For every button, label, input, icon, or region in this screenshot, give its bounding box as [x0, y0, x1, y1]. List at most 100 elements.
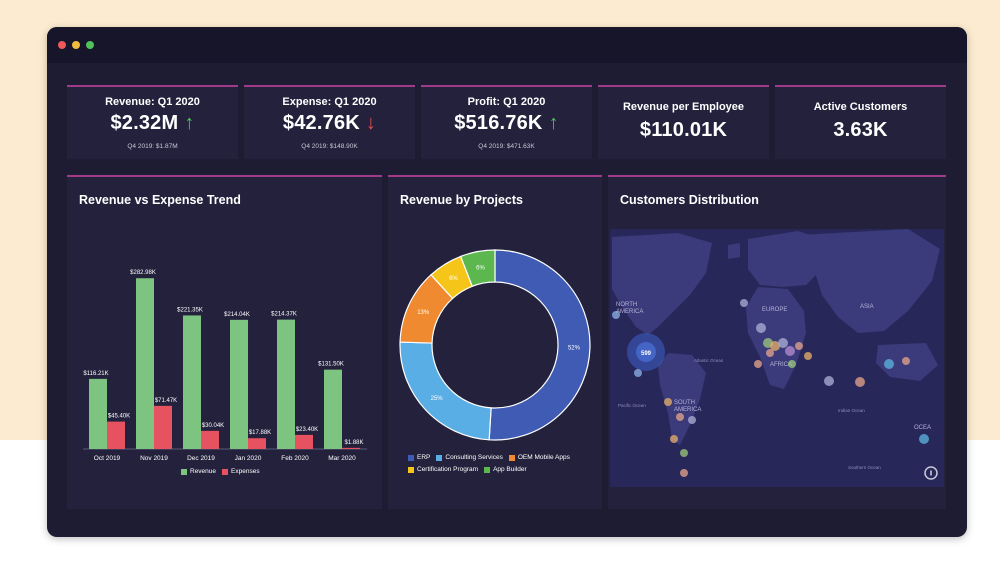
bar-value-label: $131.50K [318, 362, 344, 368]
label-southern-ocean: Southern Ocean [848, 465, 881, 470]
kpi-previous: Q4 2019: $148.90K [301, 143, 358, 150]
donut-legend: ERP Consulting Services OEM Mobile Apps Cer… [408, 454, 588, 473]
bar-expenses[interactable] [295, 434, 313, 449]
x-tick-label: Mar 2020 [328, 455, 356, 462]
bar-value-label: $71.47K [155, 398, 177, 404]
info-icon[interactable] [924, 466, 938, 480]
cluster-count: 599 [641, 351, 652, 357]
bar-value-label: $221.35K [177, 307, 203, 313]
kpi-value: $2.32M ↑ [110, 112, 195, 134]
label-pacific-ocean: Pacific Ocean [618, 403, 646, 408]
bar-revenue[interactable] [324, 369, 342, 449]
bar-value-label: $116.21K [83, 371, 108, 377]
panel-title: Customers Distribution [620, 193, 759, 207]
donut-slice-erp[interactable] [488, 249, 591, 441]
dashboard-window: Revenue: Q1 2020 $2.32M ↑ Q4 2019: $1.87M… [47, 27, 967, 537]
bar-expenses[interactable] [154, 405, 172, 449]
legend-swatch [508, 454, 515, 461]
bar-revenue[interactable] [277, 319, 295, 449]
label-africa: AFRICA [770, 362, 792, 368]
kpi-value: $42.76K ↓ [282, 112, 377, 134]
bar-revenue[interactable] [183, 315, 201, 449]
slice-label: 13% [417, 310, 430, 316]
label-indian-ocean: Indian Ocean [838, 408, 865, 413]
kpi-label: Profit: Q1 2020 [467, 96, 546, 108]
kpi-value: 3.63K [833, 119, 888, 141]
slice-label: 6% [476, 265, 485, 271]
title-bar [47, 27, 967, 63]
kpi-label: Active Customers [813, 101, 908, 113]
close-window-button[interactable] [58, 41, 66, 49]
label-atlantic-ocean: Atlantic Ocean [694, 358, 724, 363]
bar-expenses[interactable] [107, 421, 125, 449]
kpi-card-revenue-per-employee[interactable]: Revenue per Employee $110.01K [598, 85, 769, 159]
revenue-expense-panel[interactable]: Revenue vs Expense Trend $116.21K $45.40K… [67, 175, 382, 509]
x-tick-label: Dec 2019 [187, 455, 215, 462]
bar-value-label: $23.40K [296, 427, 318, 433]
minimize-window-button[interactable] [72, 41, 80, 49]
legend-swatch [408, 454, 414, 461]
maximize-window-button[interactable] [86, 41, 94, 49]
kpi-label: Revenue per Employee [622, 101, 745, 113]
legend-swatch [408, 466, 414, 473]
slice-label: 52% [568, 345, 581, 351]
kpi-label: Expense: Q1 2020 [282, 96, 377, 108]
label-europe: EUROPE [762, 307, 787, 313]
legend-item-app-builder[interactable]: App Builder [484, 466, 527, 473]
legend-item-oem-mobile-apps[interactable]: OEM Mobile Apps [508, 454, 570, 461]
legend-item-revenue[interactable]: Revenue [181, 468, 216, 475]
donut-slice-consulting-services[interactable] [399, 341, 492, 441]
bar-revenue[interactable] [136, 278, 154, 449]
x-tick-label: Feb 2020 [281, 455, 309, 462]
bar-value-label: $214.04K [224, 312, 250, 318]
legend-label: App Builder [493, 466, 527, 473]
bar-revenue[interactable] [230, 319, 248, 449]
legend-swatch [484, 466, 491, 473]
bar-expenses[interactable] [342, 447, 360, 449]
bar-value-label: $214.37K [271, 312, 297, 318]
x-tick-label: Oct 2019 [94, 455, 121, 462]
customer-markers[interactable] [612, 299, 929, 477]
bar-value-label: $1.88K [344, 440, 363, 446]
arrow-down-icon: ↓ [365, 112, 377, 134]
revenue-by-projects-panel[interactable]: Revenue by Projects 52% 25% 13% 6% 6% ERP Con… [388, 175, 602, 509]
kpi-label: Revenue: Q1 2020 [105, 96, 200, 108]
kpi-value: $110.01K [639, 119, 728, 141]
customers-distribution-panel[interactable]: Customers Distribution NORTH AMERICA SOU… [608, 175, 946, 509]
slice-label: 25% [431, 396, 444, 402]
label-north-america: NORTH AMERICA [616, 302, 643, 315]
label-south-america: SOUTH AMERICA [674, 400, 701, 413]
bar-value-label: $17.88K [249, 430, 271, 436]
legend-item-erp[interactable]: ERP [408, 454, 430, 461]
kpi-card-profit[interactable]: Profit: Q1 2020 $516.76K ↑ Q4 2019: $471.… [421, 85, 592, 159]
legend-label: ERP [417, 454, 431, 461]
kpi-value: $516.76K ↑ [454, 112, 559, 134]
panel-title: Revenue vs Expense Trend [79, 193, 241, 207]
x-tick-label: Nov 2019 [140, 455, 168, 462]
kpi-card-active-customers[interactable]: Active Customers 3.63K [775, 85, 946, 159]
bar-value-label: $30.04K [202, 423, 224, 429]
legend-label: Consulting Services [445, 454, 503, 461]
donut-slice-app-builder[interactable] [459, 249, 496, 288]
kpi-card-revenue[interactable]: Revenue: Q1 2020 $2.32M ↑ Q4 2019: $1.87M [67, 85, 238, 159]
panel-title: Revenue by Projects [400, 193, 523, 207]
bar-legend: Revenue Expenses [181, 468, 266, 475]
legend-item-consulting-services[interactable]: Consulting Services [436, 454, 503, 461]
arrow-up-icon: ↑ [184, 112, 195, 134]
slice-label: 6% [449, 276, 458, 282]
bar-value-label: $45.40K [108, 414, 130, 420]
bar-expenses[interactable] [201, 430, 219, 449]
legend-label: Certification Program [417, 466, 479, 473]
label-oceania: OCEA [914, 425, 931, 431]
bar-expenses[interactable] [248, 438, 266, 449]
kpi-card-expense[interactable]: Expense: Q1 2020 $42.76K ↓ Q4 2019: $148.… [244, 85, 415, 159]
bar-revenue[interactable] [89, 378, 107, 449]
arrow-up-icon: ↑ [548, 112, 559, 134]
kpi-previous: Q4 2019: $471.63K [478, 143, 535, 150]
revenue-by-projects-chart: 52% 25% 13% 6% 6% [399, 249, 591, 441]
world-map[interactable]: NORTH AMERICA SOUTH AMERICA EUROPE AFRICA… [608, 177, 946, 509]
legend-item-expenses[interactable]: Expenses [222, 468, 260, 475]
revenue-expense-chart: $116.21K $45.40K Oct 2019 $282.98K $71.47K No… [83, 270, 367, 462]
legend-swatch [436, 454, 443, 461]
legend-item-certification-program[interactable]: Certification Program [408, 466, 478, 473]
